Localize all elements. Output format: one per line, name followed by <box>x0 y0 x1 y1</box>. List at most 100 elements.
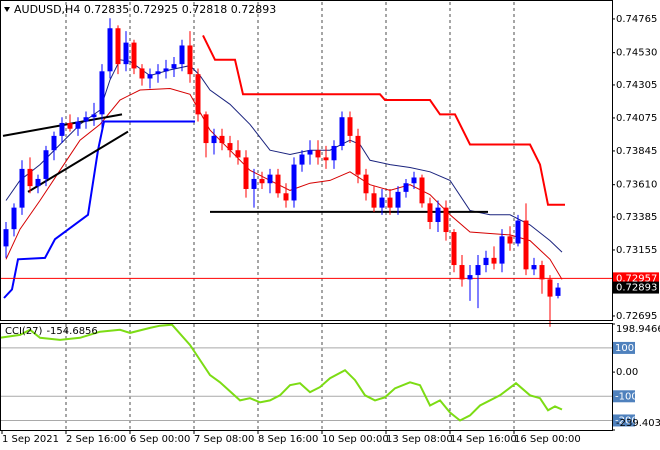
cci-y-tick-label: 0.00 <box>616 367 638 378</box>
chart-title: AUDUSD,H4 0.72835 0.72925 0.72818 0.7289… <box>14 3 276 16</box>
candle-body <box>555 287 561 296</box>
candle-body <box>259 178 265 184</box>
candle-body <box>483 257 489 266</box>
candle-body <box>475 265 481 276</box>
candle-body <box>67 122 73 129</box>
candle-body <box>419 177 425 204</box>
candle-body <box>19 168 25 208</box>
x-tick-label: 8 Sep 16:00 <box>258 434 318 445</box>
candle-body <box>75 121 81 129</box>
candle-body <box>307 150 313 155</box>
candle-body <box>243 157 249 189</box>
menu-arrow <box>4 7 10 12</box>
candle-body <box>147 74 153 79</box>
level-label: -100 <box>615 391 638 402</box>
cci-y-tick-label: -239.4037 <box>616 418 660 429</box>
x-tick-label: 6 Sep 00:00 <box>130 434 190 445</box>
candle-body <box>531 265 537 270</box>
candle-body <box>171 64 177 69</box>
candle-body <box>427 203 433 222</box>
indicator-line <box>3 120 195 299</box>
candle-body <box>131 42 137 69</box>
candle-body <box>547 279 553 297</box>
cci-line <box>0 323 563 422</box>
x-tick-label: 14 Sep 16:00 <box>450 434 517 445</box>
candle-body <box>235 150 241 158</box>
candle-body <box>3 229 9 247</box>
candle-body <box>515 220 521 244</box>
candle-body <box>491 257 497 264</box>
candle-body <box>539 265 545 280</box>
indicator-line <box>5 87 563 280</box>
candle-body <box>331 145 337 161</box>
indicator-line <box>202 34 565 206</box>
y-tick-label: 0.73610 <box>616 180 657 191</box>
candle-body <box>251 178 257 189</box>
candle-body <box>291 164 297 201</box>
candle-body <box>163 68 169 72</box>
cci-y-tick-label: 198.9466 <box>616 324 660 335</box>
candle-body <box>371 193 377 208</box>
candle-body <box>459 265 465 280</box>
candle-body <box>315 150 321 158</box>
x-tick-label: 10 Sep 00:00 <box>322 434 389 445</box>
last-price-label: 0.72893 <box>616 283 657 294</box>
candle-body <box>299 154 305 165</box>
candle-body <box>155 71 161 75</box>
candle-body <box>219 135 225 144</box>
x-tick-label: 2 Sep 16:00 <box>66 434 126 445</box>
candle-body <box>179 45 185 65</box>
candle-body <box>227 143 233 151</box>
candle-body <box>115 28 121 65</box>
y-tick-label: 0.73845 <box>616 146 657 157</box>
level-box <box>613 341 635 354</box>
candle-body <box>83 117 89 122</box>
y-tick-label: 0.74530 <box>616 48 657 59</box>
candle-body <box>123 42 129 65</box>
candle-body <box>187 45 193 75</box>
cci-panel <box>0 323 612 430</box>
candle-body <box>507 236 513 244</box>
candle-body <box>43 150 49 179</box>
candle-body <box>211 135 217 144</box>
candle-body <box>499 236 505 264</box>
cci-name: CCI(27) <box>5 326 43 337</box>
candle-body <box>11 207 17 230</box>
candle-body <box>323 157 329 161</box>
candle-body <box>467 275 473 280</box>
x-tick-label: 13 Sep 08:00 <box>386 434 453 445</box>
candle-body <box>435 207 441 222</box>
candle-body <box>363 174 369 194</box>
trend-line <box>27 130 129 193</box>
level-label: -200 <box>615 415 638 426</box>
candle-body <box>523 220 529 270</box>
candle-body <box>403 183 409 192</box>
y-tick-label: 0.74305 <box>616 80 657 91</box>
candle-body <box>347 117 353 136</box>
candle-body <box>395 191 401 208</box>
y-tick-label: 0.74075 <box>616 113 657 124</box>
level-label: 100 <box>615 343 634 354</box>
candle-body <box>267 174 273 184</box>
candle-body <box>275 174 281 194</box>
x-tick-label: 7 Sep 08:00 <box>194 434 254 445</box>
candle-body <box>91 114 97 118</box>
candle-body <box>107 28 113 72</box>
candle-body <box>51 135 57 151</box>
y-tick-label: 0.74765 <box>616 14 657 25</box>
candle-body <box>195 74 201 115</box>
candle-body <box>355 135 361 175</box>
candle-body <box>379 197 385 208</box>
candle-body <box>203 114 209 144</box>
bid-label: 0.72957 <box>616 273 657 284</box>
cci-label: CCI(27) -154.6856 <box>5 326 98 337</box>
price-panel <box>0 2 612 327</box>
candle-body <box>411 177 417 184</box>
x-tick-label: 1 Sep 2021 <box>2 434 59 445</box>
cci-value: -154.6856 <box>46 326 97 337</box>
last-price-box <box>613 281 659 294</box>
y-tick-label: 0.73385 <box>616 212 657 223</box>
candle-body <box>443 207 449 233</box>
